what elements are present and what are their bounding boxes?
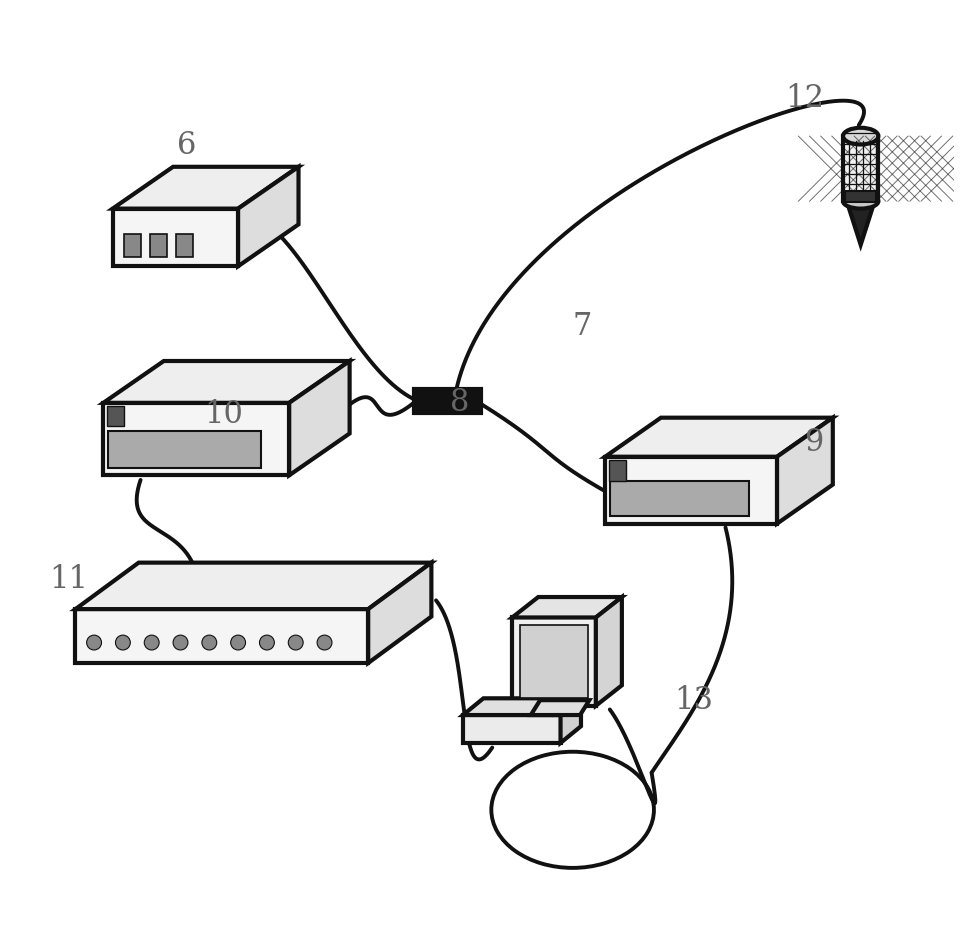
Text: 10: 10 [204, 400, 243, 431]
Polygon shape [512, 618, 595, 706]
Polygon shape [176, 234, 192, 257]
Text: 12: 12 [785, 84, 824, 115]
Polygon shape [519, 624, 588, 698]
Circle shape [201, 635, 217, 650]
Polygon shape [560, 698, 580, 743]
Polygon shape [75, 563, 431, 610]
Text: 13: 13 [673, 685, 712, 716]
Circle shape [288, 635, 303, 650]
Text: 6: 6 [177, 130, 196, 161]
Polygon shape [595, 597, 621, 706]
Polygon shape [413, 389, 480, 413]
Polygon shape [104, 361, 349, 403]
Text: 7: 7 [572, 311, 591, 342]
Polygon shape [605, 457, 777, 524]
Polygon shape [75, 610, 367, 663]
Polygon shape [609, 460, 625, 481]
Circle shape [173, 635, 188, 650]
Polygon shape [605, 418, 832, 457]
Polygon shape [106, 405, 124, 426]
Polygon shape [512, 597, 621, 618]
Polygon shape [845, 199, 874, 245]
Polygon shape [844, 191, 875, 202]
Polygon shape [462, 698, 580, 715]
Polygon shape [531, 700, 589, 715]
Circle shape [259, 635, 275, 650]
Text: 11: 11 [50, 564, 88, 595]
Polygon shape [107, 431, 261, 468]
Text: 8: 8 [449, 388, 469, 418]
Polygon shape [112, 209, 237, 267]
Circle shape [145, 635, 159, 650]
Polygon shape [104, 403, 289, 475]
Polygon shape [777, 418, 832, 524]
Polygon shape [462, 715, 560, 743]
Polygon shape [124, 234, 141, 257]
Polygon shape [610, 481, 748, 516]
Polygon shape [289, 361, 349, 475]
Ellipse shape [842, 128, 877, 144]
Polygon shape [237, 167, 298, 267]
Circle shape [115, 635, 130, 650]
Polygon shape [842, 136, 877, 201]
Circle shape [317, 635, 331, 650]
Text: 9: 9 [804, 427, 823, 459]
Polygon shape [367, 563, 431, 663]
Circle shape [87, 635, 102, 650]
Polygon shape [112, 167, 298, 209]
Ellipse shape [842, 194, 877, 209]
Circle shape [231, 635, 245, 650]
Polygon shape [149, 234, 166, 257]
